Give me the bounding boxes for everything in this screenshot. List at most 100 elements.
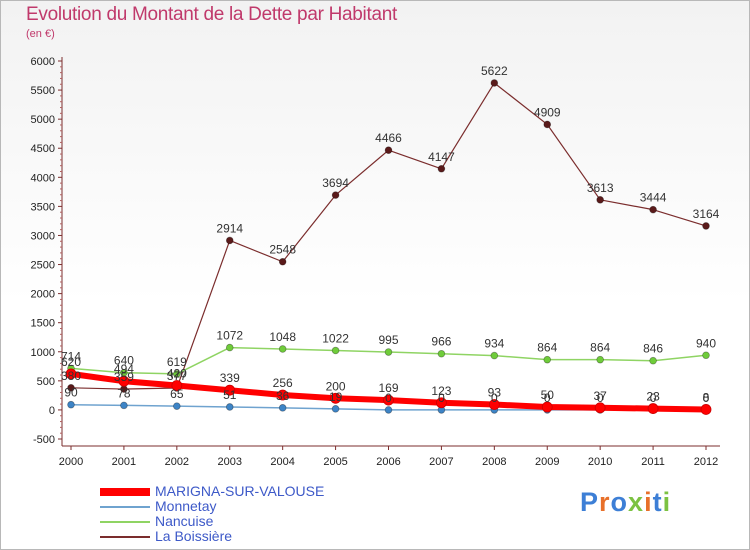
data-point xyxy=(437,349,446,358)
data-point xyxy=(647,403,659,414)
logo-letter: P xyxy=(580,487,600,517)
data-label: 19 xyxy=(329,390,343,404)
logo-letter: t xyxy=(652,487,663,517)
data-label: 640 xyxy=(114,354,134,368)
y-tick-label: 4500 xyxy=(31,143,55,155)
data-point xyxy=(384,406,393,414)
data-point xyxy=(225,236,234,245)
legend-label: La Boissière xyxy=(155,528,233,544)
data-label: 8 xyxy=(703,390,710,404)
data-point xyxy=(225,343,234,352)
data-label: 200 xyxy=(326,379,346,393)
chart-title: Evolution du Montant de la Dette par Hab… xyxy=(26,4,397,25)
data-label: 93 xyxy=(488,386,502,400)
data-label: 619 xyxy=(167,355,187,369)
data-point xyxy=(543,355,552,364)
data-label: 123 xyxy=(431,384,451,398)
data-label: 50 xyxy=(541,388,555,402)
legend-item: Nancuise xyxy=(100,514,324,529)
data-point xyxy=(118,375,130,387)
proxiti-logo: Proxiti xyxy=(580,487,671,518)
data-point xyxy=(490,79,499,87)
data-point xyxy=(277,389,289,401)
data-label: 380 xyxy=(61,369,81,383)
y-tick-label: 1000 xyxy=(31,347,55,359)
chart-unit-label: (en €) xyxy=(26,28,55,40)
data-point xyxy=(384,348,393,356)
x-tick-label: 2002 xyxy=(165,456,189,468)
data-point xyxy=(120,401,128,410)
data-label: 359 xyxy=(114,370,134,384)
data-label: 940 xyxy=(696,336,716,350)
data-point xyxy=(649,356,657,365)
legend-swatch xyxy=(100,487,150,496)
data-point xyxy=(278,257,287,266)
data-label: 420 xyxy=(167,366,187,380)
data-label: 0 xyxy=(650,391,657,405)
data-label: 0 xyxy=(491,391,498,405)
data-point xyxy=(331,346,340,355)
data-label: 23 xyxy=(646,390,660,404)
data-label: 934 xyxy=(484,337,504,351)
data-point xyxy=(67,400,75,409)
data-point xyxy=(383,394,394,406)
legend-label: Monnetay xyxy=(155,498,217,514)
data-point xyxy=(488,399,500,410)
data-label: 0 xyxy=(597,391,604,405)
data-label: 4147 xyxy=(428,150,455,164)
data-point xyxy=(225,403,234,411)
data-label: 1072 xyxy=(216,329,243,343)
data-label: 0 xyxy=(438,391,445,405)
y-tick-label: 2500 xyxy=(31,260,55,272)
x-tick-label: 2011 xyxy=(641,456,665,468)
x-tick-label: 2008 xyxy=(482,456,506,468)
legend-item: Monnetay xyxy=(100,499,324,514)
y-tick-label: 3500 xyxy=(31,201,55,213)
data-label: 2548 xyxy=(269,243,296,257)
data-label: 3164 xyxy=(693,207,720,221)
data-label: 65 xyxy=(170,387,184,401)
data-label: 3694 xyxy=(322,176,349,190)
y-tick-label: 1500 xyxy=(31,318,55,330)
legend-label: MARIGNA-SUR-VALOUSE xyxy=(155,483,325,499)
data-label: 3444 xyxy=(640,191,667,205)
y-tick-label: 4000 xyxy=(31,172,55,184)
data-label: 0 xyxy=(544,391,551,405)
data-label: 37 xyxy=(593,389,607,403)
data-label: 0 xyxy=(703,391,710,405)
logo-letter: i xyxy=(662,487,672,517)
y-tick-label: 6000 xyxy=(31,56,55,68)
data-label: 864 xyxy=(537,341,557,355)
y-tick-label: 5000 xyxy=(31,114,55,126)
data-point xyxy=(543,120,552,129)
data-label: 169 xyxy=(378,381,398,395)
data-point xyxy=(649,205,657,214)
data-label: 864 xyxy=(590,341,610,355)
data-point xyxy=(702,351,710,360)
x-tick-label: 2005 xyxy=(323,456,347,468)
data-point xyxy=(171,380,183,391)
data-point xyxy=(384,146,393,155)
data-label: 5622 xyxy=(481,64,508,78)
data-point xyxy=(594,402,606,414)
logo-letter: r xyxy=(599,487,611,517)
x-tick-label: 2012 xyxy=(694,456,718,468)
x-tick-label: 2004 xyxy=(270,456,294,468)
data-label: 966 xyxy=(431,335,451,349)
data-point xyxy=(490,351,499,360)
data-label: 2914 xyxy=(216,221,243,235)
data-point xyxy=(541,401,553,413)
y-tick-label: 2000 xyxy=(31,289,55,301)
data-point xyxy=(224,384,236,396)
y-tick-label: 5500 xyxy=(31,85,55,97)
x-tick-label: 2003 xyxy=(218,456,242,468)
legend-swatch xyxy=(100,535,150,538)
data-label: 339 xyxy=(220,371,240,385)
data-label: 3613 xyxy=(587,181,614,195)
data-point xyxy=(436,397,447,409)
data-label: 714 xyxy=(61,349,81,363)
legend-swatch xyxy=(100,505,150,508)
data-point xyxy=(65,368,77,380)
